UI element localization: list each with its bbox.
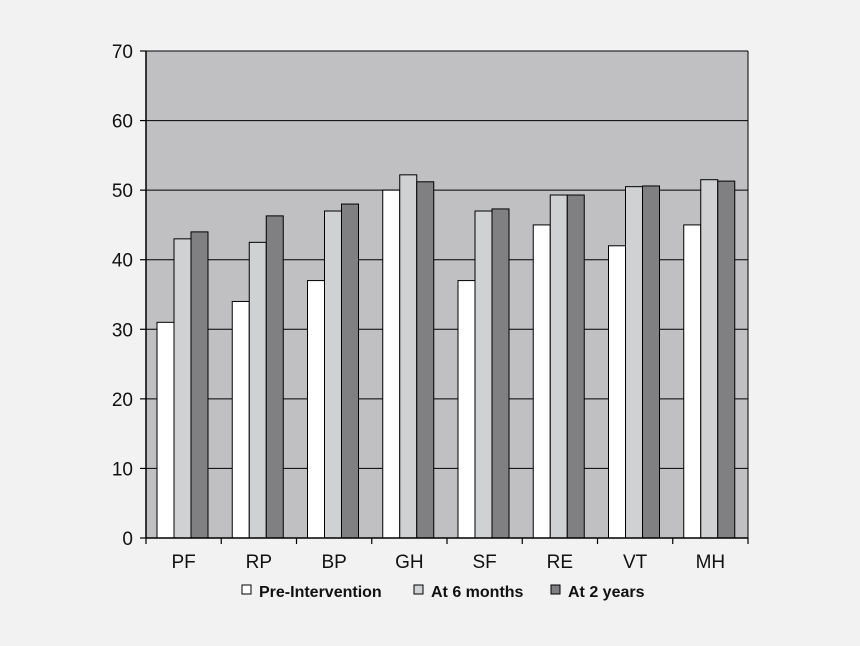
bar-bp-series-1 xyxy=(307,280,325,539)
bar-gh-series-3 xyxy=(416,181,435,539)
x-tick-label: RP xyxy=(246,552,272,573)
y-tick-label: 40 xyxy=(112,251,133,272)
y-axis-ticks: 0 10 20 30 40 50 60 70 xyxy=(112,42,146,550)
y-tick-label: 0 xyxy=(122,529,133,550)
x-tick-label: VT xyxy=(623,552,648,573)
y-tick-label: 10 xyxy=(112,459,133,480)
bar-vt-series-3 xyxy=(642,185,660,539)
x-tick-label: BP xyxy=(321,552,346,573)
bar-mh-series-1 xyxy=(683,224,702,539)
legend-swatch xyxy=(241,584,252,595)
bar-re-series-3 xyxy=(566,194,585,539)
x-tick-label: RE xyxy=(547,552,573,573)
legend-swatch xyxy=(413,584,424,595)
x-tick-label: GH xyxy=(395,552,424,573)
legend-swatch xyxy=(550,584,561,595)
y-tick-label: 70 xyxy=(112,42,133,63)
bar-bp-series-3 xyxy=(341,203,359,539)
x-tick-label: PF xyxy=(171,552,195,573)
bar-pf-series-3 xyxy=(190,231,209,539)
legend-label: Pre-Intervention xyxy=(259,584,382,601)
bar-mh-series-3 xyxy=(717,180,736,539)
x-tick-label: SF xyxy=(472,552,496,573)
bar-rp-series-1 xyxy=(231,300,250,539)
bar-vt-series-1 xyxy=(608,245,626,539)
bar-bp-series-2 xyxy=(324,210,342,539)
legend-label: At 2 years xyxy=(568,584,645,601)
bar-pf-series-1 xyxy=(156,321,175,539)
bar-mh-series-2 xyxy=(700,179,719,539)
y-tick-label: 30 xyxy=(112,320,133,341)
bar-re-series-1 xyxy=(532,224,551,539)
bar-gh-series-1 xyxy=(382,189,401,539)
y-tick-label: 20 xyxy=(112,390,133,411)
bar-vt-series-2 xyxy=(625,186,643,539)
bar-rp-series-3 xyxy=(265,215,284,539)
bar-gh-series-2 xyxy=(399,174,418,539)
bars xyxy=(156,174,736,539)
y-tick-label: 60 xyxy=(112,112,133,133)
bar-sf-series-2 xyxy=(474,210,493,539)
bar-sf-series-3 xyxy=(491,208,510,539)
legend: Pre-Intervention At 6 months At 2 years xyxy=(241,584,645,601)
y-tick-label: 50 xyxy=(112,181,133,202)
bar-rp-series-2 xyxy=(248,241,267,539)
bar-re-series-2 xyxy=(549,194,568,539)
x-axis-ticks: PF RP BP GH SF RE VT MH xyxy=(145,538,749,573)
legend-label: At 6 months xyxy=(431,584,524,601)
bar-pf-series-2 xyxy=(173,238,192,539)
bar-sf-series-1 xyxy=(457,280,476,539)
x-tick-label: MH xyxy=(696,552,726,573)
